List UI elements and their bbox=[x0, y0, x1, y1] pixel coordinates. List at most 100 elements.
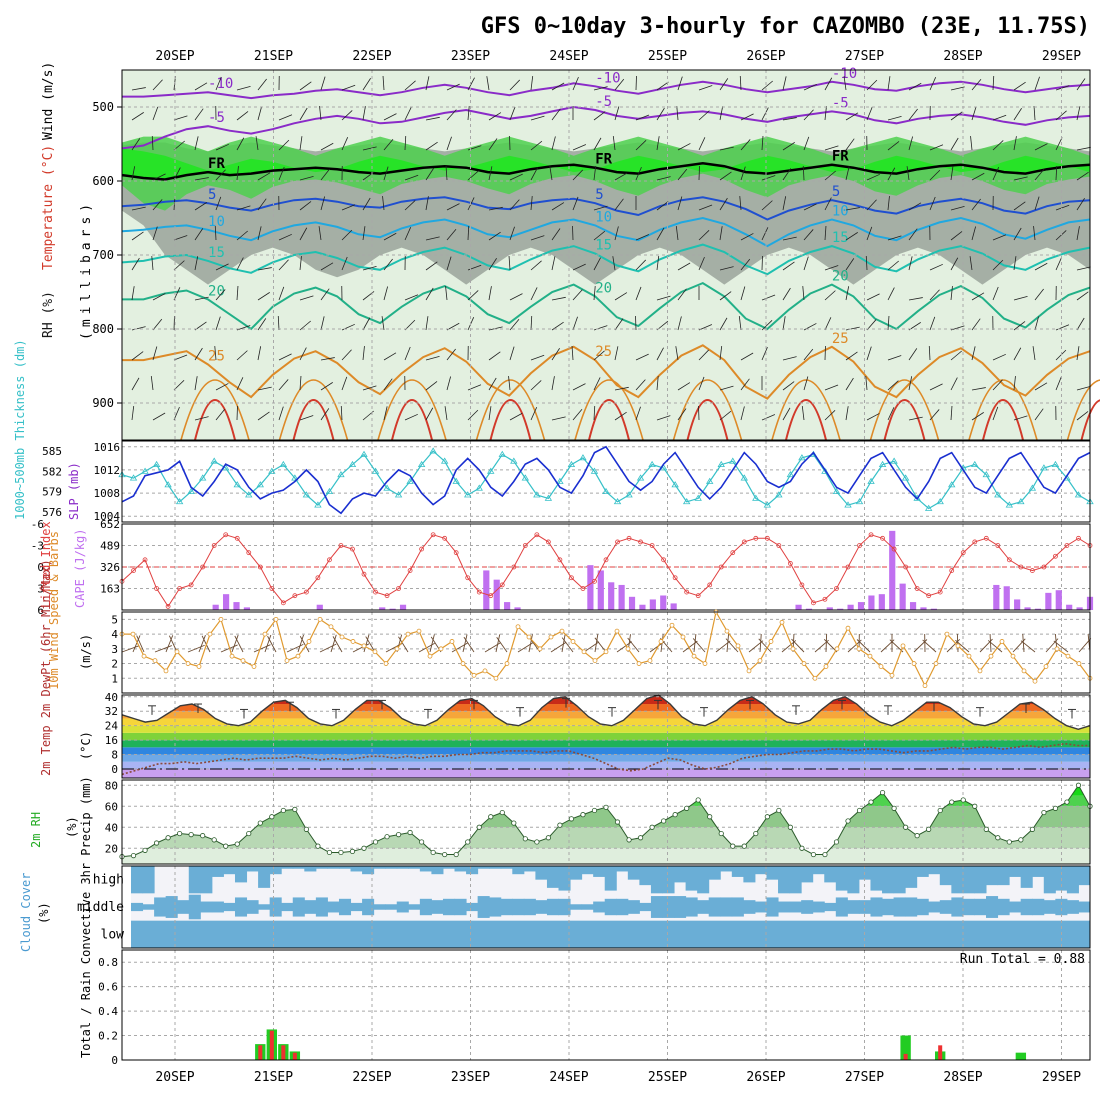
wind-tick-label: 5 bbox=[111, 613, 118, 626]
li-point bbox=[476, 589, 482, 595]
thickness-tick-label: 582 bbox=[42, 465, 62, 478]
isotherm--10 bbox=[122, 80, 1091, 100]
li-point bbox=[615, 539, 620, 545]
wind-speed-point bbox=[394, 646, 400, 652]
wind-barb bbox=[509, 319, 520, 331]
cloud-middle-cell bbox=[131, 902, 144, 912]
wind-barb bbox=[1055, 137, 1063, 151]
rh-point bbox=[303, 826, 309, 832]
wind-barb bbox=[278, 233, 292, 241]
wind-barb bbox=[341, 110, 353, 121]
cape-bar bbox=[514, 607, 521, 610]
isotherm-label: FR bbox=[832, 149, 849, 165]
wind-barb bbox=[740, 166, 746, 181]
thickness-point bbox=[394, 491, 403, 498]
rh-point bbox=[395, 831, 402, 838]
wind-barb bbox=[675, 346, 679, 361]
wind-barb bbox=[215, 383, 229, 391]
cape-bar bbox=[993, 584, 1000, 610]
thickness-point bbox=[878, 460, 887, 468]
cloud-middle-cell bbox=[154, 897, 167, 917]
wind-barb bbox=[950, 166, 954, 181]
thickness-point bbox=[948, 481, 956, 488]
li-point bbox=[1029, 568, 1035, 573]
wind-barb bbox=[656, 295, 671, 301]
temp-tick-label: 24 bbox=[105, 720, 119, 733]
wind-speed-point bbox=[680, 634, 686, 640]
wind-barb bbox=[1055, 204, 1070, 211]
cape-bar bbox=[222, 594, 230, 610]
wind-barb bbox=[320, 262, 334, 271]
wind-barb bbox=[341, 376, 348, 391]
rh-point bbox=[1052, 805, 1059, 811]
date-label-bottom: 27SEP bbox=[845, 1070, 884, 1085]
li-point bbox=[1053, 553, 1058, 559]
li-point bbox=[926, 593, 932, 599]
wind-barb bbox=[572, 289, 583, 301]
wind-barb bbox=[866, 319, 877, 331]
thickness-point bbox=[360, 450, 368, 457]
rh-point bbox=[960, 797, 966, 803]
li-point bbox=[511, 564, 517, 570]
isotherm-label: 15 bbox=[208, 245, 225, 261]
isotherm-30 bbox=[686, 399, 729, 441]
wind-barb bbox=[131, 286, 135, 301]
wind-barb bbox=[551, 348, 560, 361]
cloud-high-cell bbox=[916, 866, 929, 877]
wind-barb bbox=[845, 406, 849, 421]
wind-speed-point bbox=[504, 661, 510, 666]
wind-barb bbox=[320, 408, 330, 421]
surface-wind-barb bbox=[231, 634, 239, 653]
wind-barb bbox=[677, 168, 688, 181]
li-point bbox=[822, 596, 828, 602]
wind-barb bbox=[509, 293, 523, 301]
precip-convective-bar bbox=[903, 1053, 908, 1060]
cloud-high-cell bbox=[893, 866, 906, 894]
wind-barb bbox=[320, 357, 335, 361]
rh-point bbox=[672, 812, 678, 818]
wind-barb bbox=[530, 407, 538, 421]
wind-barb bbox=[152, 412, 166, 421]
wind-barb bbox=[928, 345, 931, 361]
wind-barb bbox=[257, 198, 267, 211]
wind-barb bbox=[362, 385, 377, 391]
li-point bbox=[834, 586, 839, 591]
li-point bbox=[269, 586, 275, 591]
wind-barb bbox=[404, 227, 412, 241]
surface-wind-barb bbox=[561, 637, 574, 653]
surface-wind-barb bbox=[987, 640, 1003, 653]
cloud-middle-cell bbox=[477, 896, 490, 918]
wind-barb bbox=[950, 350, 962, 361]
thickness-point bbox=[1040, 464, 1048, 471]
wind-barb bbox=[824, 145, 839, 151]
wind-barb bbox=[593, 286, 596, 301]
panel-frame bbox=[121, 611, 1091, 694]
wind-barb bbox=[446, 256, 452, 271]
wind-barb bbox=[824, 265, 839, 271]
wind-barb bbox=[152, 346, 158, 361]
cloud-high-cell bbox=[454, 866, 467, 872]
wind-barb bbox=[992, 234, 1007, 241]
cloud-middle-cell bbox=[801, 900, 814, 914]
wind-speed-point bbox=[977, 668, 983, 674]
wind-barb bbox=[803, 109, 814, 121]
cloud-high-cell bbox=[1066, 866, 1079, 894]
cloud-middle-cell bbox=[408, 904, 421, 910]
wind-barb bbox=[740, 233, 754, 241]
wind-barb bbox=[866, 173, 880, 181]
wind-barb bbox=[635, 406, 641, 421]
wind-barb bbox=[866, 293, 880, 301]
date-label-bottom: 21SEP bbox=[254, 1070, 293, 1085]
wind-barb bbox=[319, 106, 322, 121]
cape-bar bbox=[920, 607, 927, 610]
thickness-point bbox=[152, 460, 161, 468]
wind-barb bbox=[887, 355, 902, 361]
rh-point bbox=[983, 826, 989, 832]
surface-wind-barb bbox=[955, 639, 970, 653]
wind-barb bbox=[929, 409, 940, 421]
cape-bar bbox=[618, 584, 625, 610]
thickness-point bbox=[729, 457, 737, 464]
wind-barb bbox=[425, 236, 440, 241]
wind-barb bbox=[908, 202, 922, 211]
wind-barb bbox=[131, 138, 141, 151]
